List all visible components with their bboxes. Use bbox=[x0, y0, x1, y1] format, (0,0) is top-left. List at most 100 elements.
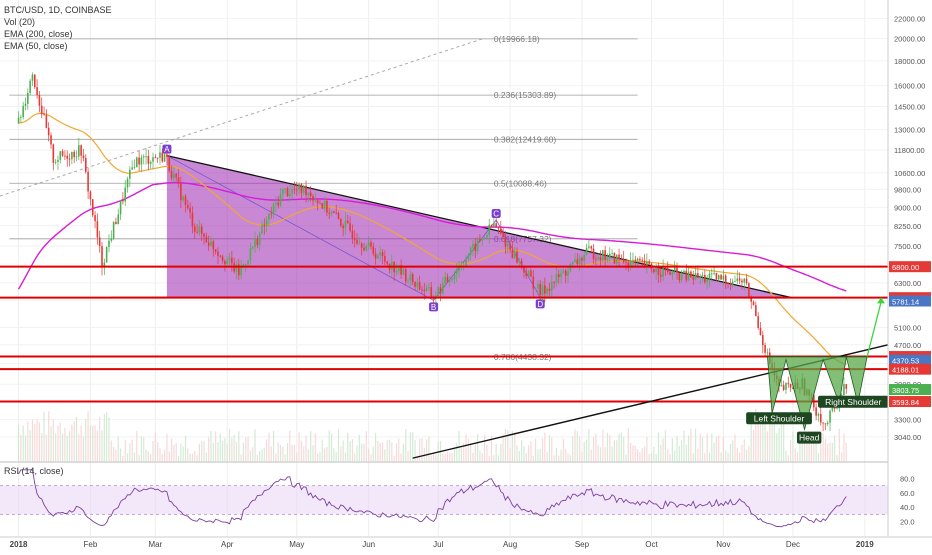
volume-bar bbox=[298, 432, 300, 462]
price-axis[interactable]: 22000.00 20000.00 18000.00 16000.00 14500.00… bbox=[887, 0, 932, 550]
rsi-legend[interactable]: RSI (14, close) bbox=[4, 466, 64, 476]
symbol-title[interactable]: BTC/USD, 1D, COINBASE bbox=[4, 5, 112, 15]
candle-body bbox=[298, 184, 300, 190]
candle-body bbox=[400, 265, 402, 275]
volume-bar bbox=[544, 432, 546, 462]
candle-body bbox=[710, 273, 713, 275]
candle-body bbox=[131, 167, 133, 170]
volume-bar bbox=[787, 455, 789, 462]
candle-body bbox=[826, 422, 829, 424]
candle-body bbox=[207, 242, 210, 246]
ema200-legend[interactable]: EMA (200, close) bbox=[4, 29, 73, 39]
volume-bar bbox=[648, 454, 650, 462]
candle-body bbox=[748, 283, 750, 297]
volume-bar bbox=[57, 425, 59, 462]
candle-body bbox=[411, 274, 414, 283]
volume-bar bbox=[64, 428, 66, 462]
volume-bar bbox=[27, 421, 29, 462]
candle-body bbox=[766, 352, 769, 354]
candle-body bbox=[66, 155, 69, 159]
price-tick-label: 9800.00 bbox=[894, 185, 921, 194]
candle-body bbox=[599, 257, 602, 261]
volume-bar bbox=[426, 439, 428, 462]
candle-body bbox=[57, 159, 59, 163]
volume-bar bbox=[776, 433, 778, 462]
candle-body bbox=[193, 226, 196, 232]
candle-body bbox=[727, 282, 729, 284]
volume-bar bbox=[685, 444, 687, 462]
volume-bar bbox=[228, 428, 231, 462]
candle-body bbox=[639, 258, 641, 261]
candle-body bbox=[258, 233, 261, 246]
candle-body bbox=[340, 218, 342, 226]
candle-body bbox=[479, 239, 481, 241]
volume-bar bbox=[514, 431, 516, 462]
candle-body bbox=[474, 243, 477, 252]
ema50-legend[interactable]: EMA (50, close) bbox=[4, 41, 68, 51]
volume-bar bbox=[470, 443, 472, 462]
candle-body bbox=[316, 200, 319, 204]
volume-bar bbox=[80, 425, 82, 462]
axis-background bbox=[888, 0, 932, 550]
candle-body bbox=[761, 335, 764, 346]
candle-body bbox=[458, 266, 460, 272]
rsi-tick-label: 20.0 bbox=[900, 518, 915, 527]
price-tag bbox=[889, 396, 931, 408]
candle-body bbox=[493, 223, 495, 227]
volume-bar bbox=[240, 454, 242, 462]
candle-body bbox=[337, 212, 340, 219]
volume-bar bbox=[310, 431, 312, 462]
candle-body bbox=[101, 246, 103, 268]
volume-bar bbox=[764, 423, 766, 462]
volume-bar bbox=[71, 424, 73, 462]
time-tick-label: Feb bbox=[84, 540, 98, 549]
candle-body bbox=[261, 224, 263, 234]
volume-bar bbox=[221, 440, 224, 462]
time-axis[interactable]: 2018 Feb Mar Apr May Jun Jul Aug Sep Oct Nov Dec 201… bbox=[0, 536, 932, 549]
vol-legend[interactable]: Vol (20) bbox=[4, 17, 36, 27]
volume-bar bbox=[683, 430, 685, 462]
candle-body bbox=[741, 280, 743, 283]
volume-bar bbox=[502, 434, 504, 462]
candle-body bbox=[421, 289, 423, 291]
candle-body bbox=[333, 211, 335, 213]
candle-body bbox=[655, 267, 657, 272]
candle-body bbox=[344, 220, 347, 229]
volume-bar bbox=[509, 447, 511, 462]
volume-bar bbox=[560, 449, 562, 462]
volume-bar bbox=[94, 425, 96, 462]
price-tick-label: 5100.00 bbox=[894, 324, 921, 333]
volume-bar bbox=[623, 436, 625, 462]
volume-bar bbox=[778, 428, 780, 462]
candle-body bbox=[680, 273, 683, 281]
candle-body bbox=[284, 188, 286, 190]
volume-bar bbox=[268, 432, 270, 462]
candle-body bbox=[279, 194, 282, 206]
head-and-shoulders-pattern[interactable]: Left Shoulder Head Right Shoulder bbox=[746, 297, 889, 444]
time-tick-label: May bbox=[289, 540, 304, 549]
volume-bar bbox=[106, 412, 108, 462]
candle-body bbox=[353, 238, 356, 241]
candle-body bbox=[488, 224, 491, 236]
volume-bar bbox=[521, 439, 523, 462]
volume-bar bbox=[627, 428, 629, 462]
candle-body bbox=[256, 239, 259, 246]
volume-bar bbox=[284, 454, 286, 462]
candle-body bbox=[697, 273, 699, 278]
volume-bar bbox=[99, 417, 101, 462]
volume-bar bbox=[365, 431, 367, 462]
price-tag bbox=[889, 384, 931, 396]
support-resistance-lines[interactable] bbox=[0, 265, 889, 459]
candle-body bbox=[210, 241, 212, 246]
volume-bar bbox=[442, 453, 444, 462]
candle-body bbox=[346, 220, 349, 224]
volume-bar bbox=[604, 447, 606, 462]
volume-bar bbox=[739, 452, 741, 462]
candle-body bbox=[713, 272, 715, 274]
candle-body bbox=[446, 276, 449, 282]
candle-body bbox=[504, 236, 507, 247]
time-tick-label: Jul bbox=[433, 540, 443, 549]
candle-body bbox=[687, 271, 690, 281]
